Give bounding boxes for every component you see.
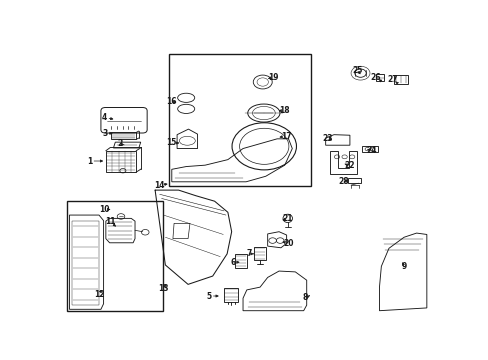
Text: 17: 17 (281, 131, 291, 140)
Text: 2: 2 (117, 139, 122, 148)
Text: 24: 24 (366, 146, 376, 155)
Text: 5: 5 (206, 292, 211, 301)
Text: 21: 21 (282, 214, 292, 223)
Text: 7: 7 (245, 249, 251, 258)
Text: 19: 19 (267, 72, 278, 81)
Text: 9: 9 (401, 262, 406, 271)
Bar (67, 201, 163, 311)
Text: 27: 27 (386, 75, 397, 84)
Text: 23: 23 (321, 134, 332, 143)
Text: 14: 14 (154, 181, 164, 190)
Text: 22: 22 (343, 161, 354, 170)
Text: 4: 4 (102, 113, 107, 122)
Text: 18: 18 (279, 106, 289, 115)
Text: 26: 26 (370, 72, 380, 81)
Text: 8: 8 (302, 293, 307, 302)
Text: 13: 13 (158, 284, 168, 293)
Text: 20: 20 (283, 239, 293, 248)
Text: 12: 12 (94, 289, 104, 298)
Text: 6: 6 (230, 258, 236, 267)
Bar (169, 54, 311, 186)
Text: 11: 11 (105, 217, 115, 226)
Text: 10: 10 (99, 205, 110, 214)
Text: 16: 16 (165, 97, 176, 106)
Text: 28: 28 (338, 177, 348, 186)
Text: 15: 15 (166, 139, 177, 148)
Text: 1: 1 (87, 157, 92, 166)
Text: 25: 25 (351, 66, 362, 75)
Text: 3: 3 (102, 129, 107, 138)
